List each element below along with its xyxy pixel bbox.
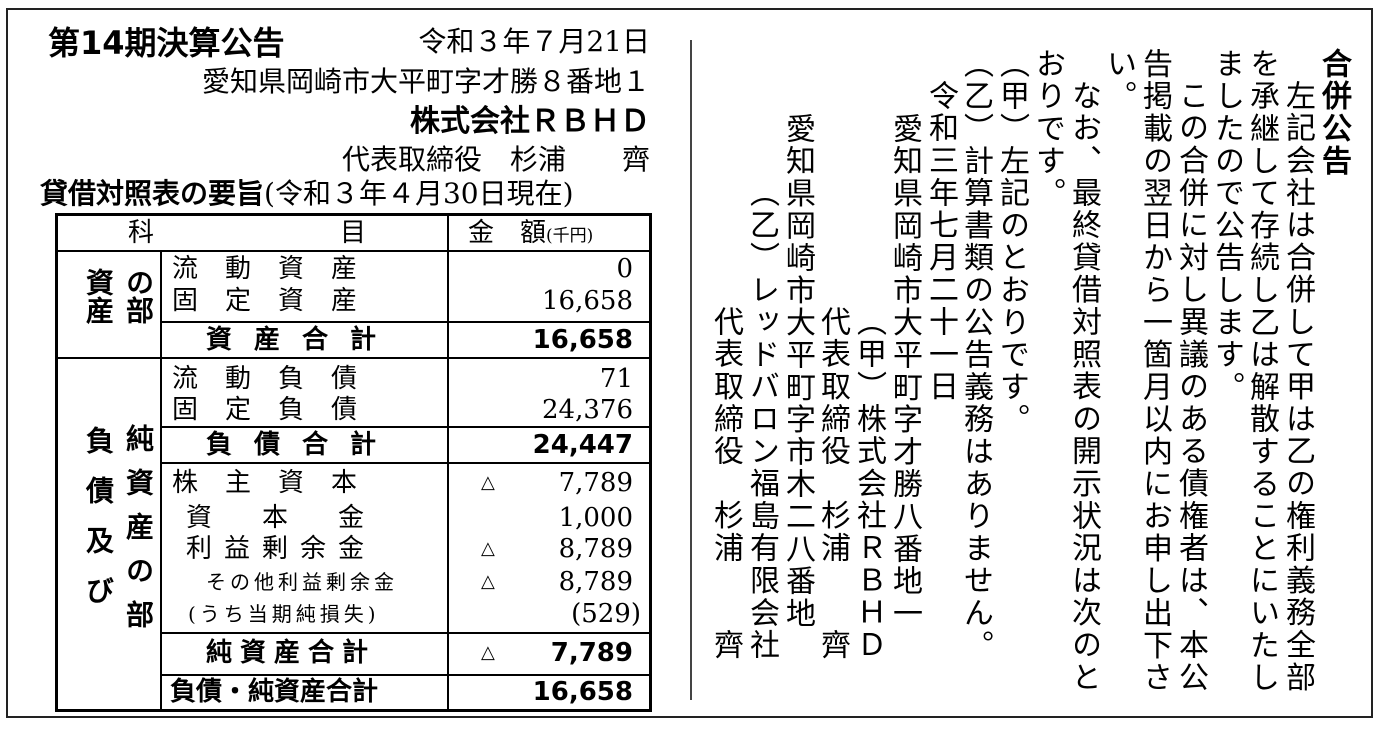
negative-triangle-icon: △ [481, 571, 495, 592]
negative-triangle-icon: △ [481, 538, 495, 559]
assets-label-col1: 資産 [82, 268, 115, 324]
rule [162, 632, 649, 634]
party-a-address: 愛知県岡崎市大平町字才勝八番地一 [887, 113, 922, 630]
row-value: 16,658 [532, 677, 633, 707]
row-value: 1,000 [558, 503, 633, 533]
row-name: 流動資産 [172, 254, 385, 284]
notice-column: （甲）左記のとおりです。 [994, 48, 1029, 436]
balance-sheet-title: 貸借対照表の要旨 [40, 177, 265, 210]
row-name: 資本金 [186, 503, 415, 533]
notice-column: ましたので公告します。 [1209, 48, 1244, 404]
notice-column: 左記会社は合併して甲は乙の権利義務全部 [1280, 80, 1315, 694]
party-b-address: 愛知県岡崎市大平町字市木二八番地 [780, 113, 815, 630]
rule [162, 462, 649, 464]
notice-date: 令和三年七月二十一日 [923, 80, 958, 403]
row-name: 資産合計 [206, 325, 399, 355]
row-value: (529) [571, 599, 641, 629]
assets-label-col2: の部 [122, 268, 155, 324]
row-value: 71 [599, 364, 633, 394]
notice-column: 告掲載の翌日から一箇月以内にお申し出下さ [1137, 48, 1172, 694]
row-name: (うち当期純損失) [188, 602, 380, 626]
row-value: 24,447 [532, 430, 633, 460]
rule [162, 674, 649, 676]
row-name: 流動負債 [172, 364, 385, 394]
header-unit: (千円) [546, 226, 594, 246]
representative: 代表取締役 杉浦 齊 [341, 143, 650, 176]
header-subject-2: 目 [340, 218, 367, 248]
negative-triangle-icon: △ [481, 472, 495, 493]
negative-triangle-icon: △ [481, 642, 495, 663]
notice-column: なお、最終貸借対照表の開示状況は次のと [1066, 80, 1101, 694]
label-column-rule [160, 252, 162, 709]
header-amount: 金 額(千円) [468, 218, 593, 251]
merger-notice-title: 合併公告 [1316, 48, 1351, 178]
row-value: 0 [616, 254, 633, 284]
liabilities-label-col2: 純資産の部 [122, 424, 155, 644]
row-name: 負債・純資産合計 [170, 677, 379, 707]
settlement-title: 第14期決算公告 [48, 24, 285, 62]
row-value: 8,789 [558, 534, 633, 564]
settlement-date: 令和３年７月21日 [418, 25, 650, 58]
row-name: 固定資産 [172, 286, 385, 316]
party-b-company: （乙）レッドバロン福島有限会社 [744, 177, 779, 662]
company-name: 株式会社ＲＢＨＤ [410, 104, 650, 139]
column-divider [690, 40, 692, 700]
row-name: 株主資本 [172, 468, 385, 498]
party-a-representative: 代表取締役 杉浦 齊 [815, 306, 850, 662]
notice-column: い。 [1101, 48, 1136, 113]
row-name: その他利益剰余金 [206, 570, 398, 594]
row-name: 負債合計 [206, 430, 399, 460]
assets-section-label: 資産 の部 [78, 268, 158, 344]
row-value: 7,789 [550, 638, 633, 668]
header-subject-1: 科 [128, 218, 155, 248]
balance-sheet-heading: 貸借対照表の要旨(令和３年４月30日現在) [40, 172, 574, 212]
party-b-representative: 代表取締役 杉浦 齊 [708, 306, 743, 662]
row-value: 7,789 [558, 468, 633, 498]
rule [162, 426, 649, 428]
notice-column: を承継して存続し乙は解散することにいたし [1244, 48, 1279, 694]
notice-column: この合併に対し異議のある債権者は、本公 [1173, 80, 1208, 694]
row-value: 24,376 [542, 395, 633, 425]
row-value: 16,658 [532, 325, 633, 355]
rule [162, 321, 649, 323]
notice-column: （乙）計算書類の公告義務はありません。 [958, 48, 993, 662]
header-amount-label: 金 額 [468, 218, 547, 248]
notice-column: おりです。 [1030, 48, 1065, 210]
notice-frame [6, 8, 1373, 718]
header-rule [58, 250, 649, 252]
section-rule [58, 357, 649, 359]
row-name: 固定負債 [172, 395, 385, 425]
liabilities-section-label: 負債及び 純資産の部 [78, 424, 158, 664]
company-address: 愛知県岡崎市大平町字才勝８番地１ [201, 65, 650, 98]
row-value: 8,789 [558, 567, 633, 597]
row-name: 利益剰余金 [186, 534, 377, 564]
balance-sheet-date: (令和３年４月30日現在) [264, 177, 574, 210]
row-name: 純資産合計 [206, 638, 377, 668]
row-value: 16,658 [542, 286, 633, 316]
party-a-company: （甲）株式会社ＲＢＨＤ [851, 306, 886, 662]
liabilities-label-col1: 負債及び [82, 426, 115, 626]
balance-sheet-table: 科 目 金 額(千円) 資産 の部 負債及び 純資産の部 流動資産 0 固定資産… [55, 213, 652, 712]
